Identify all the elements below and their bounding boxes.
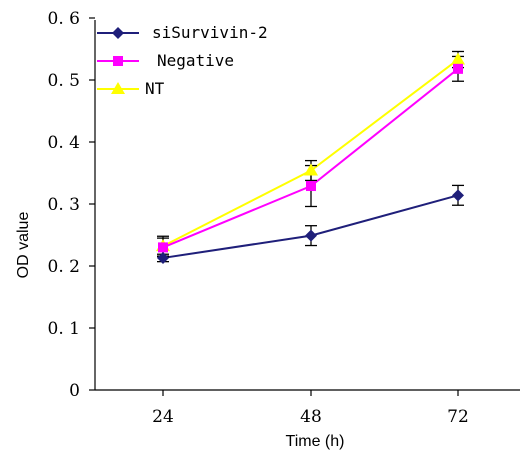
y-tick-label: 0 — [69, 381, 80, 401]
data-point — [453, 63, 463, 74]
data-point — [305, 229, 317, 242]
x-ticks: 24 48 72 — [152, 390, 469, 427]
y-tick-label: 0. 2 — [48, 257, 80, 277]
y-tick-label: 0. 4 — [48, 133, 80, 153]
y-ticks: 0 0. 1 0. 2 0. 3 0. 4 0. 5 0. 6 — [48, 9, 95, 401]
series-line — [162, 68, 459, 249]
data-point — [304, 163, 318, 176]
x-axis-title: Time (h) — [286, 433, 345, 450]
legend: siSurvivin-2 Negative NT — [97, 23, 268, 98]
legend-label: Negative — [157, 51, 234, 70]
data-point — [306, 181, 316, 192]
legend-marker — [113, 56, 123, 66]
data-point — [451, 52, 465, 65]
data-point — [158, 242, 168, 253]
legend-marker — [111, 82, 125, 94]
legend-label: siSurvivin-2 — [152, 23, 268, 42]
series-layer — [156, 50, 465, 264]
x-tick-label: 24 — [152, 407, 174, 427]
x-axis: 24 48 72 — [95, 389, 520, 427]
x-tick-label: 48 — [300, 407, 322, 427]
y-tick-label: 0. 6 — [48, 9, 80, 29]
y-tick-label: 0. 1 — [48, 319, 80, 339]
legend-label: NT — [145, 79, 165, 98]
legend-marker — [112, 27, 124, 39]
y-tick-label: 0. 3 — [48, 195, 80, 215]
y-axis-title: OD value — [15, 212, 32, 279]
data-point — [452, 189, 464, 202]
data-point — [157, 251, 169, 264]
x-tick-label: 72 — [447, 407, 469, 427]
series-line — [162, 58, 459, 248]
y-axis: 0 0. 1 0. 2 0. 3 0. 4 0. 5 0. 6 — [48, 9, 96, 401]
y-tick-label: 0. 5 — [48, 71, 80, 91]
